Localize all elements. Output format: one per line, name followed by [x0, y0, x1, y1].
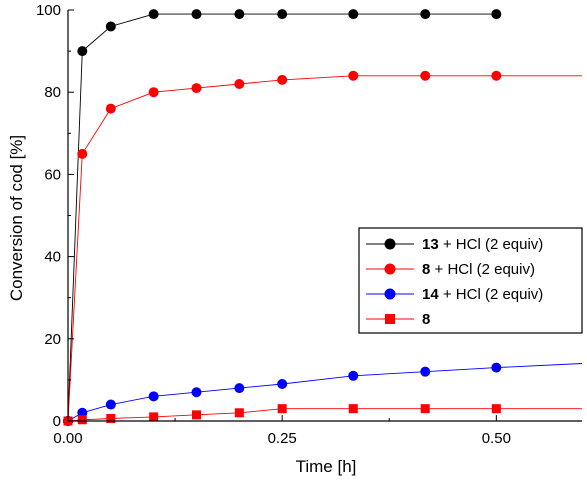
axes-layer — [67, 10, 582, 422]
data-point-circle — [105, 399, 116, 410]
series-layer — [63, 9, 583, 426]
data-point-circle — [420, 70, 431, 81]
data-point-circle — [491, 9, 502, 20]
legend-label: 8 + HCl (2 equiv) — [422, 261, 535, 278]
data-point-circle — [148, 9, 159, 20]
data-point-circle — [420, 9, 431, 20]
data-point-square — [234, 408, 244, 418]
data-point-square — [149, 412, 159, 422]
legend-label-compound: 13 — [422, 236, 439, 253]
data-point-square — [277, 404, 287, 414]
data-point-circle — [348, 9, 359, 20]
data-point-circle — [234, 9, 245, 20]
y-tick-label: 80 — [44, 84, 61, 101]
data-point-circle — [77, 46, 88, 57]
legend-label-rest: + HCl (2 equiv) — [439, 286, 544, 303]
data-point-circle — [277, 9, 288, 20]
data-point-square — [192, 410, 201, 420]
legend-label: 13 + HCl (2 equiv) — [422, 236, 543, 253]
data-point-square — [106, 414, 116, 424]
x-tick-label: 0.50 — [482, 430, 511, 447]
data-point-circle — [105, 103, 116, 114]
legend-marker-circle — [384, 263, 396, 275]
data-point-square — [77, 415, 87, 425]
data-point-circle — [77, 148, 88, 159]
data-point-square — [348, 404, 358, 414]
data-point-square — [420, 404, 430, 414]
legend-marker-circle — [384, 288, 396, 300]
legend-label-rest: + HCl (2 equiv) — [430, 261, 535, 278]
data-point-circle — [277, 379, 288, 390]
series-line-2 — [67, 363, 583, 422]
data-point-square — [491, 404, 501, 414]
data-point-circle — [491, 362, 502, 373]
y-tick-label: 0 — [53, 413, 61, 430]
x-axis-label: Time [h] — [296, 457, 357, 476]
y-axis-label: Conversion of cod [%] — [7, 135, 26, 301]
data-point-circle — [491, 70, 502, 81]
data-point-circle — [191, 83, 202, 94]
x-tick-label: 0.25 — [268, 430, 297, 447]
data-point-circle — [105, 21, 116, 32]
legend-label: 8 — [422, 311, 430, 328]
legend-marker-square — [385, 314, 395, 324]
data-point-circle — [234, 78, 245, 89]
data-point-circle — [191, 9, 202, 20]
legend-marker-circle — [384, 238, 396, 250]
series-line-3 — [67, 408, 582, 422]
data-point-circle — [148, 391, 159, 402]
data-point-circle — [234, 383, 245, 394]
data-point-circle — [191, 387, 202, 398]
ticks-layer: 0 20 40 60 80 100 0.00 0.25 0.50 — [36, 2, 511, 447]
legend: 13 + HCl (2 equiv)8 + HCl (2 equiv)14 + … — [358, 227, 583, 334]
y-tick-label: 20 — [44, 331, 61, 348]
series-line-0 — [67, 13, 497, 422]
data-point-circle — [348, 70, 359, 81]
legend-label-compound: 8 — [422, 311, 430, 328]
y-tick-label: 40 — [44, 249, 61, 266]
data-point-circle — [277, 74, 288, 85]
y-tick-label: 100 — [36, 2, 61, 19]
data-point-circle — [348, 370, 359, 381]
legend-box — [358, 227, 583, 334]
x-tick-label: 0.00 — [53, 430, 82, 447]
legend-label-rest: + HCl (2 equiv) — [439, 236, 544, 253]
data-point-circle — [148, 87, 159, 98]
legend-label-compound: 14 — [422, 286, 439, 303]
legend-label: 14 + HCl (2 equiv) — [422, 286, 543, 303]
legend-label-compound: 8 — [422, 261, 430, 278]
data-point-circle — [420, 366, 431, 377]
y-tick-label: 60 — [44, 166, 61, 183]
